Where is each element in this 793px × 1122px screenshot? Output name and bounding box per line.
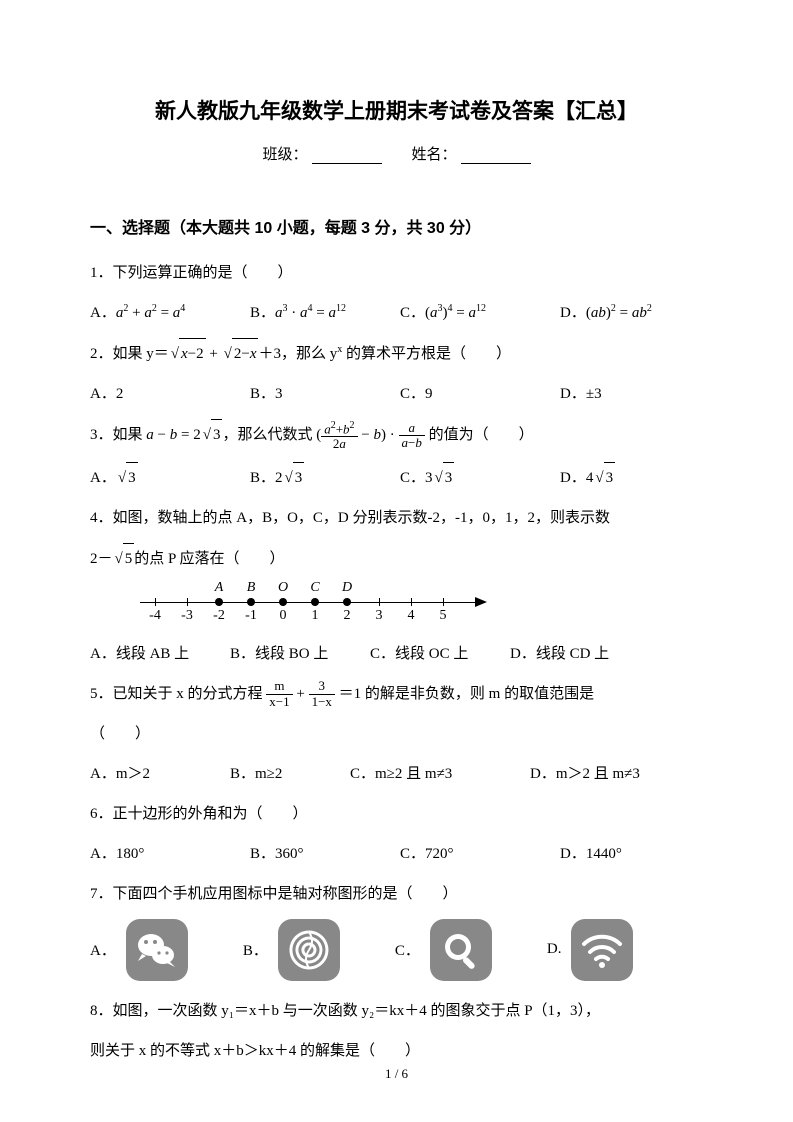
q3-b: B．23 bbox=[250, 462, 400, 493]
q4-line2: 2－5的点 P 应落在（ ） bbox=[90, 543, 703, 574]
q1-b: B．a3 · a4 = a12 bbox=[250, 298, 400, 328]
q6-text: 6．正十边形的外角和为（ ） bbox=[90, 799, 703, 829]
name-label: 姓名： bbox=[412, 147, 457, 163]
q8-line2: 则关于 x 的不等式 x＋b＞kx＋4 的解集是（ ） bbox=[90, 1036, 703, 1066]
name-blank[interactable] bbox=[461, 163, 531, 164]
section-1-header: 一、选择题（本大题共 10 小题，每题 3 分，共 30 分） bbox=[90, 214, 703, 238]
q8-line1: 8．如图，一次函数 y₁＝x＋b 与一次函数 y₂＝kx＋4 的图象交于点 P（… bbox=[90, 996, 703, 1026]
q2-c: C．9 bbox=[400, 379, 560, 409]
numberline: -4-3-2-1012345ABOCD bbox=[140, 584, 703, 624]
q6-options: A．180° B．360° C．720° D．1440° bbox=[90, 839, 703, 869]
q6-b: B．360° bbox=[250, 839, 400, 869]
q3-d: D．43 bbox=[560, 462, 700, 493]
q2-options: A．2 B．3 C．9 D．±3 bbox=[90, 379, 703, 409]
q5-options: A．m＞2 B．m≥2 C．m≥2 且 m≠3 D．m＞2 且 m≠3 bbox=[90, 759, 703, 789]
q7-c-label: C． bbox=[395, 939, 420, 960]
q3-a: A．3 bbox=[90, 462, 250, 493]
q4-options: A．线段 AB 上 B．线段 BO 上 C．线段 OC 上 D．线段 CD 上 bbox=[90, 639, 703, 669]
search-icon bbox=[430, 919, 492, 981]
q3-options: A．3 B．23 C．33 D．43 bbox=[90, 462, 703, 493]
q1-text: 1．下列运算正确的是（ ） bbox=[90, 258, 703, 288]
q2-b: B．3 bbox=[250, 379, 400, 409]
q5-b: B．m≥2 bbox=[230, 759, 350, 789]
q1-c: C．(a3)4 = a12 bbox=[400, 298, 560, 328]
q5-paren: （ ） bbox=[90, 719, 703, 749]
q1-options: A．a2 + a2 = a4 B．a3 · a4 = a12 C．(a3)4 =… bbox=[90, 298, 703, 328]
q5-d: D．m＞2 且 m≠3 bbox=[530, 759, 690, 789]
q3-c: C．33 bbox=[400, 462, 560, 493]
class-blank[interactable] bbox=[312, 163, 382, 164]
page-footer: 1 / 6 bbox=[0, 1066, 793, 1082]
q2-a: A．2 bbox=[90, 379, 250, 409]
q4-c: C．线段 OC 上 bbox=[370, 639, 510, 669]
q7-text: 7．下面四个手机应用图标中是轴对称图形的是（ ） bbox=[90, 879, 703, 909]
wifi-icon bbox=[571, 919, 633, 981]
page-title: 新人教版九年级数学上册期末考试卷及答案【汇总】 bbox=[90, 95, 703, 125]
q7-d-label: D. bbox=[547, 941, 562, 958]
class-label: 班级： bbox=[262, 147, 307, 163]
q7-a-label: A． bbox=[90, 939, 116, 960]
wechat-icon bbox=[126, 919, 188, 981]
q4-a: A．线段 AB 上 bbox=[90, 639, 230, 669]
q2-d: D．±3 bbox=[560, 379, 700, 409]
q1-d: D．(ab)2 = ab2 bbox=[560, 298, 700, 328]
subtitle-row: 班级： 姓名： bbox=[90, 143, 703, 164]
q4-b: B．线段 BO 上 bbox=[230, 639, 370, 669]
q5-text: 5．已知关于 x 的分式方程 mx−1 + 31−x ＝1 的解是非负数，则 m… bbox=[90, 679, 703, 709]
spiral-icon bbox=[278, 919, 340, 981]
q3-text: 3．如果 a − b = 23，那么代数式 (a2+b22a − b) · aa… bbox=[90, 419, 703, 452]
q4-d: D．线段 CD 上 bbox=[510, 639, 650, 669]
q6-d: D．1440° bbox=[560, 839, 700, 869]
q2-text: 2．如果 y＝x−2 + 2−x＋3，那么 yx 的算术平方根是（ ） bbox=[90, 338, 703, 369]
q7-options: A． B． C． D. bbox=[90, 919, 703, 981]
q5-a: A．m＞2 bbox=[90, 759, 230, 789]
q7-b-label: B． bbox=[243, 939, 268, 960]
q6-a: A．180° bbox=[90, 839, 250, 869]
q6-c: C．720° bbox=[400, 839, 560, 869]
q5-c: C．m≥2 且 m≠3 bbox=[350, 759, 530, 789]
q4-line1: 4．如图，数轴上的点 A，B，O，C，D 分别表示数-2，-1，0，1，2，则表… bbox=[90, 503, 703, 533]
q1-a: A．a2 + a2 = a4 bbox=[90, 298, 250, 328]
